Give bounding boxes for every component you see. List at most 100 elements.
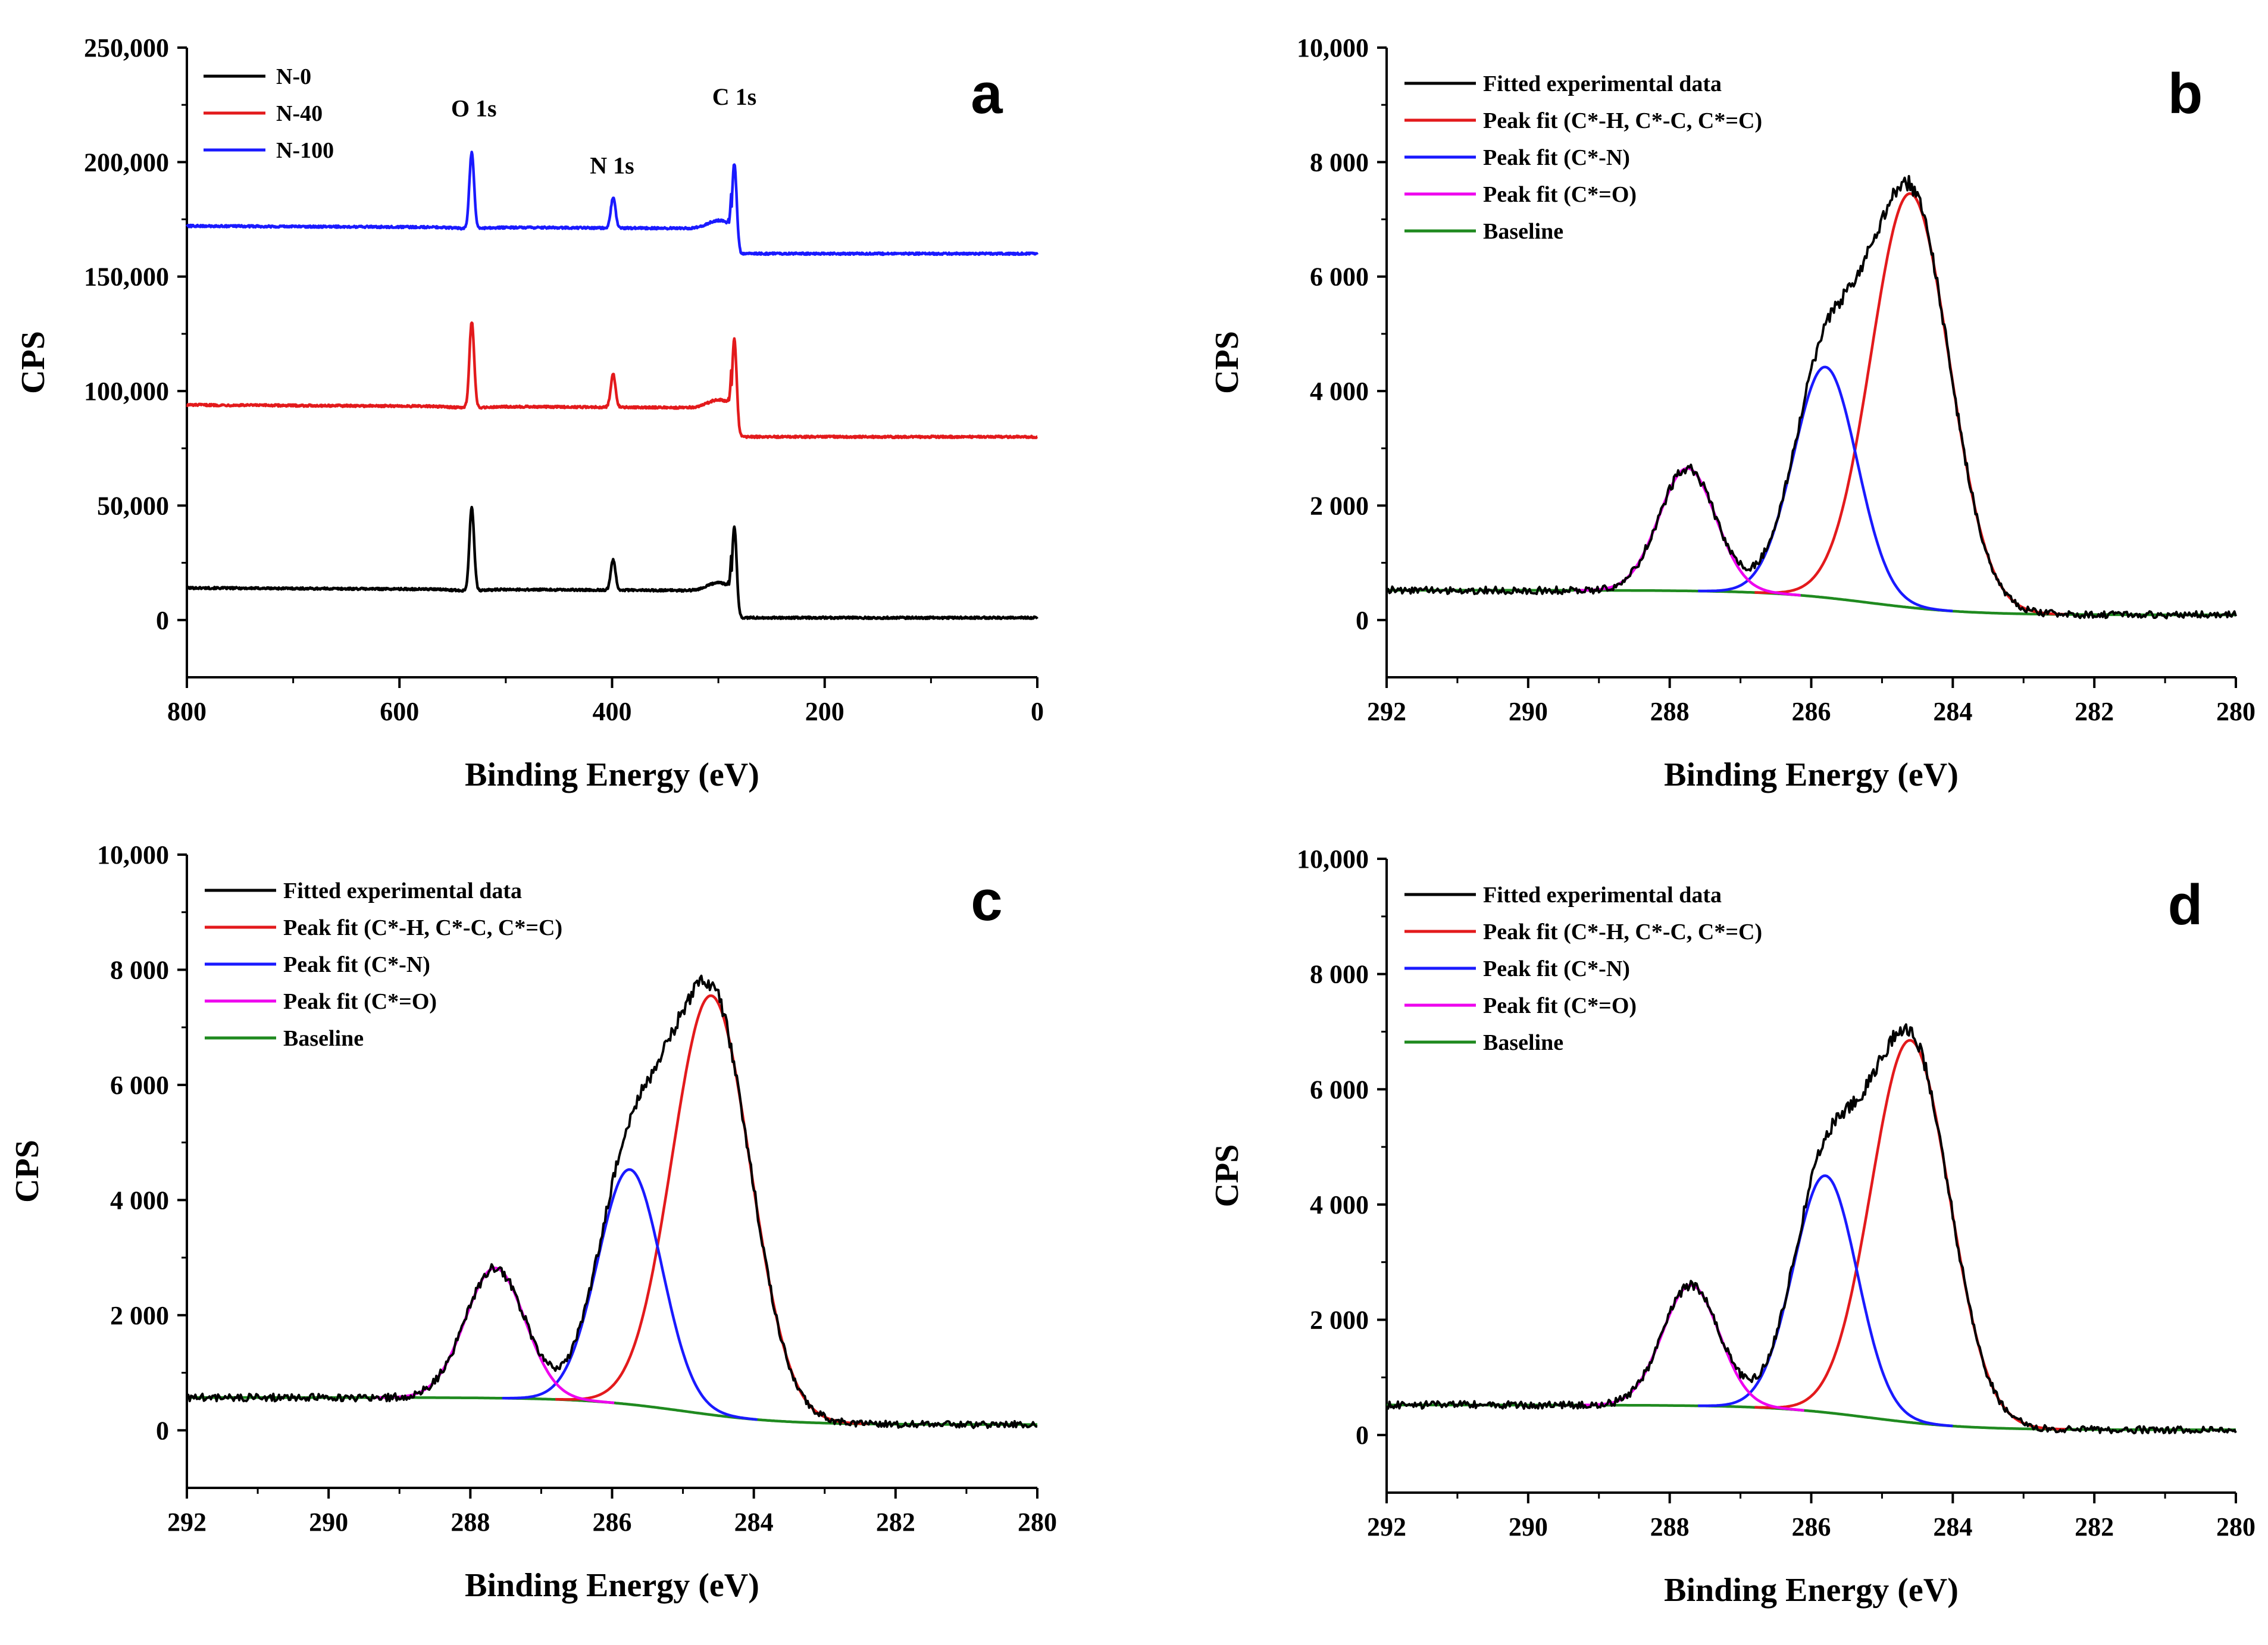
x-axis-title: Binding Energy (eV) [465, 1567, 759, 1604]
y-tick-label: 2 000 [110, 1301, 169, 1330]
panel-d: 0 2 000 4 000 6 000 8 000 10,000 292 290 288 286 2… [1209, 845, 2256, 1609]
peak-fit-co-line [1574, 467, 1801, 597]
x-tick-label: 280 [2216, 697, 2256, 726]
y-tick-label: 4 000 [110, 1186, 169, 1215]
panel-b: 0 2 000 4 000 6 000 8 000 10,000 292 290 288 286 2… [1209, 33, 2256, 793]
y-tick-label: 10,000 [97, 840, 169, 870]
peak-fit-cn-line [502, 1168, 758, 1421]
y-tick-label: 8 000 [1310, 960, 1369, 989]
x-tick-label: 286 [1792, 1512, 1831, 1541]
peak-fit-chc-line [555, 994, 868, 1425]
series-line-N-40 [186, 321, 1038, 440]
peak-fit-co-line [1578, 1284, 1804, 1412]
y-tick-label: 4 000 [1310, 377, 1369, 406]
y-tick-label: 250,000 [84, 33, 169, 62]
series-line-N-0 [186, 505, 1038, 620]
y-tick-label: 6 000 [110, 1071, 169, 1100]
x-tick-label: 0 [1031, 697, 1044, 726]
baseline-line [1387, 589, 2236, 617]
x-axis-title: Binding Energy (eV) [465, 756, 759, 793]
y-tick-label: 4 000 [1310, 1190, 1369, 1219]
legend-entry: Peak fit (C*=O) [1483, 993, 1637, 1018]
peak-fit-cn-line [1698, 365, 1953, 612]
x-tick-label: 282 [2075, 697, 2114, 726]
y-tick-label: 200,000 [84, 148, 169, 177]
legend-entry: Peak fit (C*-N) [283, 952, 430, 977]
x-tick-label: 600 [380, 697, 419, 726]
experimental-data-line [1385, 1023, 2237, 1435]
x-tick-label: 290 [309, 1508, 348, 1537]
x-axis-title: Binding Energy (eV) [1664, 1572, 1959, 1609]
x-tick-label: 292 [167, 1508, 207, 1537]
x-tick-label: 200 [805, 697, 844, 726]
legend-entry: Fitted experimental data [1483, 71, 1722, 96]
y-tick-label: 0 [1356, 606, 1369, 635]
y-tick-label: 10,000 [1297, 33, 1369, 62]
y-tick-label: 10,000 [1297, 845, 1369, 874]
baseline-line [1387, 1403, 2236, 1431]
legend-entry: Peak fit (C*-N) [1483, 145, 1630, 170]
x-tick-label: 286 [593, 1508, 632, 1537]
y-tick-label: 150,000 [84, 262, 169, 292]
peak-annotation: O 1s [451, 95, 497, 121]
x-tick-label: 288 [451, 1508, 490, 1537]
x-tick-label: 292 [1367, 1512, 1406, 1541]
y-tick-label: 8 000 [110, 955, 169, 984]
legend-entry: Peak fit (C*-H, C*-C, C*=C) [1483, 920, 1762, 945]
legend-entry: Fitted experimental data [283, 878, 522, 903]
legend-entry: N-100 [276, 138, 334, 163]
legend-entry: N-40 [276, 101, 323, 126]
panel-label: a [971, 62, 1003, 126]
series-line-N-100 [186, 151, 1039, 257]
x-axis-title: Binding Energy (eV) [1664, 756, 1959, 793]
y-axis-title: CPS [1209, 331, 1246, 394]
x-tick-label: 290 [1509, 1512, 1548, 1541]
y-tick-label: 2 000 [1310, 491, 1369, 520]
legend-entry: N-0 [276, 64, 311, 89]
x-tick-label: 280 [1018, 1508, 1057, 1537]
panel-label: c [971, 869, 1002, 933]
x-tick-label: 284 [734, 1508, 774, 1537]
y-axis-title: CPS [1209, 1144, 1246, 1208]
x-tick-label: 282 [876, 1508, 915, 1537]
legend-entry: Baseline [1483, 219, 1563, 244]
x-tick-label: 280 [2216, 1512, 2256, 1541]
x-tick-label: 288 [1650, 1512, 1690, 1541]
legend-entry: Peak fit (C*=O) [283, 989, 437, 1014]
panel-a: 0 50,000 100,000 150,000 200,000 250,000 800 60… [15, 33, 1044, 793]
x-tick-label: 290 [1509, 697, 1548, 726]
peak-annotation: C 1s [712, 83, 756, 110]
y-tick-label: 50,000 [97, 491, 169, 520]
x-tick-label: 284 [1933, 697, 1972, 726]
x-tick-label: 288 [1650, 697, 1690, 726]
y-tick-label: 6 000 [1310, 262, 1369, 292]
x-tick-label: 284 [1933, 1512, 1972, 1541]
y-tick-label: 0 [156, 606, 169, 635]
y-tick-label: 8 000 [1310, 148, 1369, 177]
y-tick-label: 0 [1356, 1421, 1369, 1450]
legend-entry: Peak fit (C*-H, C*-C, C*=C) [283, 915, 562, 940]
y-axis-title: CPS [9, 1140, 46, 1203]
legend-entry: Peak fit (C*-H, C*-C, C*=C) [1483, 108, 1762, 133]
x-tick-label: 400 [593, 697, 632, 726]
x-tick-label: 286 [1792, 697, 1831, 726]
y-tick-label: 0 [156, 1416, 169, 1445]
peak-fit-chc-line [1754, 192, 2066, 616]
legend-entry: Fitted experimental data [1483, 883, 1722, 908]
x-tick-label: 292 [1367, 697, 1406, 726]
peak-annotation: N 1s [590, 152, 634, 179]
legend-entry: Peak fit (C*-N) [1483, 956, 1630, 981]
x-tick-label: 282 [2075, 1512, 2114, 1541]
x-tick-label: 800 [167, 697, 207, 726]
peak-fit-cn-line [1698, 1174, 1953, 1428]
experimental-data-line [1385, 175, 2237, 620]
y-tick-label: 100,000 [84, 377, 169, 406]
y-axis-title: CPS [15, 331, 52, 394]
panel-label: d [2168, 873, 2203, 937]
legend-entry: Baseline [283, 1026, 364, 1051]
panel-label: b [2168, 62, 2203, 126]
panel-c: 0 2 000 4 000 6 000 8 000 10,000 292 290 288 286 2… [9, 840, 1057, 1604]
y-tick-label: 6 000 [1310, 1075, 1369, 1104]
legend-entry: Baseline [1483, 1030, 1563, 1055]
